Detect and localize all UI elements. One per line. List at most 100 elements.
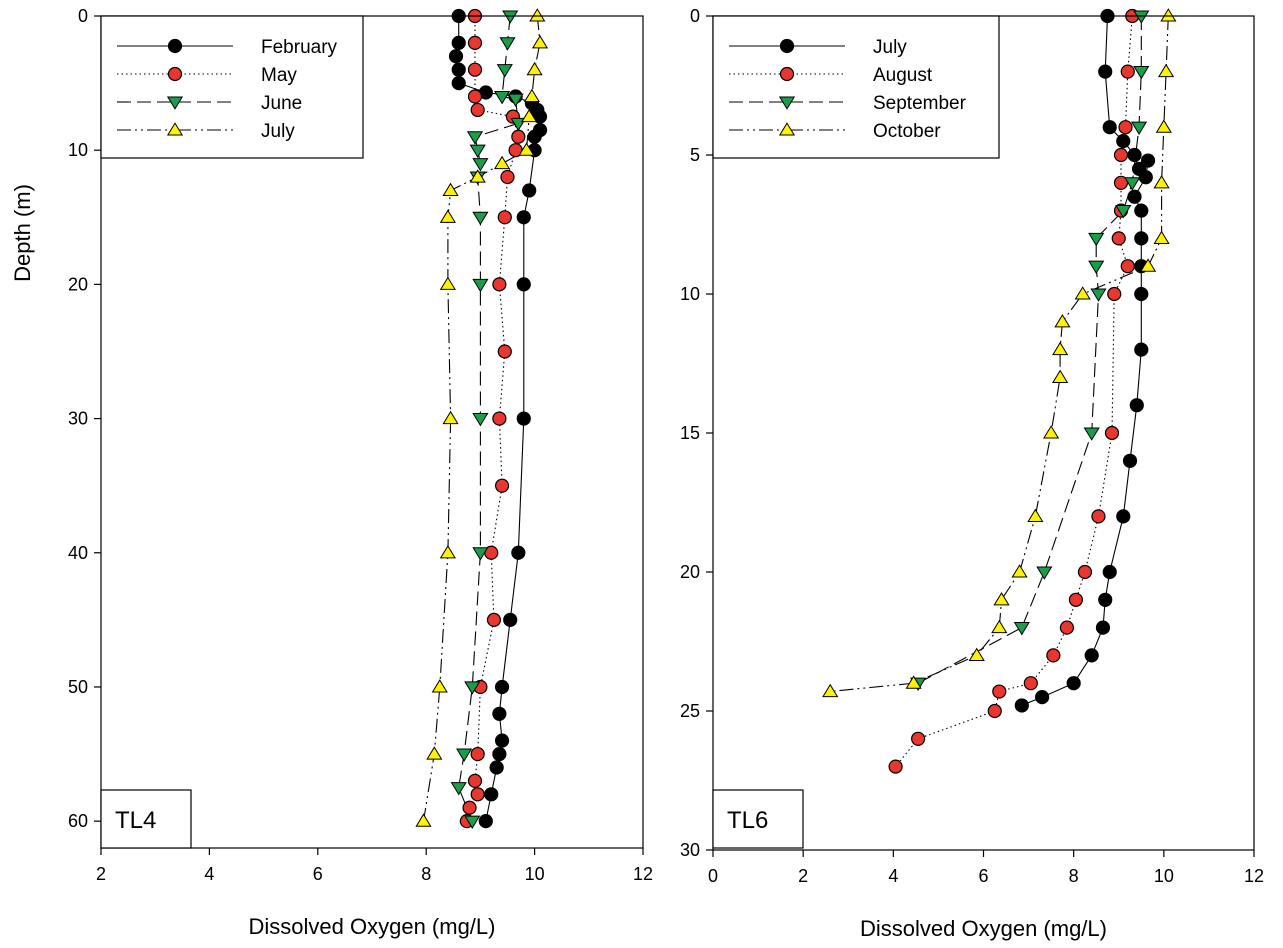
tl4-may-point (467, 35, 483, 50)
tl4-february-point (494, 679, 510, 695)
tl6-september-point (1133, 10, 1150, 24)
y-tick-label: 60 (68, 811, 88, 831)
tl6-august-point (1113, 147, 1129, 163)
tl6-august-point (1104, 425, 1120, 441)
tl6-july-point (1098, 64, 1113, 79)
x-tick-label: 8 (421, 864, 431, 884)
legend-tl4: February May June July (100, 15, 364, 159)
tl6-october-point (1052, 341, 1069, 356)
y-axis-title: Depth (m) (10, 184, 35, 282)
tl6-july-point (1140, 153, 1156, 168)
tl4-may-point (470, 102, 485, 118)
plot-frame (100, 15, 644, 849)
legend-marker (166, 122, 184, 136)
tl4-july-point (442, 410, 459, 425)
tl6-september-point (1124, 177, 1141, 191)
legend-entry-october: October (873, 121, 941, 142)
x-tick-label: 8 (1069, 866, 1079, 886)
legend-entry-july: July (873, 37, 907, 58)
x-tick-label: 0 (708, 866, 718, 886)
tl4-june-point (472, 547, 489, 561)
tl6-august-point (1091, 509, 1106, 524)
y-tick-label: 50 (68, 677, 88, 697)
tl4-february-point (527, 129, 542, 144)
legend-marker (167, 38, 183, 54)
tl4-july-point (469, 169, 486, 183)
tl4-july-point (439, 276, 456, 290)
y-tick-label: 20 (680, 562, 700, 582)
tl4-june-point (472, 158, 489, 172)
tl4-may-point (467, 773, 483, 789)
tl4-july-point (426, 746, 443, 760)
tl4-june-point (472, 278, 489, 293)
tl6-august-point (1046, 648, 1061, 663)
tl6-october-point (1074, 286, 1091, 300)
tl4-may-point (467, 62, 483, 77)
x-tick-label: 10 (525, 864, 545, 884)
tl4-may-point (494, 478, 510, 493)
y-tick-label: 5 (690, 145, 700, 165)
tl6-august-point (1120, 259, 1135, 274)
x-axis-title: Dissolved Oxygen (mg/L) (860, 916, 1107, 941)
y-tick-label: 25 (680, 701, 700, 721)
tl6-august-point (987, 703, 1002, 719)
tl6-august-point (992, 684, 1007, 699)
y-tick-label: 10 (68, 140, 88, 160)
x-tick-label: 2 (798, 866, 808, 886)
legend-entry-june: June (261, 93, 302, 114)
tl4-june-point (507, 93, 524, 108)
tl6-july-point (1084, 648, 1099, 663)
tl4-february-point (484, 787, 499, 802)
tl6-september-point (1130, 121, 1148, 136)
tl6-august-point (1107, 286, 1122, 302)
tl4-july-point (518, 142, 535, 156)
panel-label-box (712, 789, 804, 849)
tl6-series-line-october (830, 15, 1169, 693)
tl4-july-point (521, 108, 538, 123)
tl4-february-point (451, 62, 466, 77)
legend-marker (779, 66, 795, 82)
tl4-june-point (456, 748, 473, 762)
tl6-july-point (1129, 398, 1144, 413)
tl4-may-point (511, 129, 526, 144)
tl4-july-point (442, 182, 459, 196)
tl6-september-point (1133, 66, 1150, 80)
tl4-july-point (531, 35, 549, 49)
tl6-october-point (1052, 369, 1069, 383)
tl4-july-point (529, 8, 546, 22)
tl4-july-point (439, 209, 456, 223)
tl6-october-point (968, 647, 985, 661)
tl6-august-point (1077, 564, 1093, 580)
tl6-september-point (1088, 232, 1105, 247)
tl4-february-point (478, 814, 493, 829)
tl4-may-point (467, 89, 483, 104)
tl6-july-point (1127, 189, 1142, 204)
x-tick-label: 12 (1244, 866, 1264, 886)
y-tick-label: 40 (68, 543, 88, 563)
tl6-august-point (1059, 620, 1075, 635)
tl6-september-point (1088, 260, 1105, 275)
panel-label-box (100, 789, 192, 849)
tl6-september-point (1036, 566, 1053, 580)
tl6-july-point (1134, 286, 1149, 302)
tl4-february-point (451, 75, 466, 91)
legend-entry-may: May (261, 65, 297, 86)
tl4-june-point (472, 413, 489, 427)
tl4-june-point (469, 144, 486, 158)
tl6-october-point (991, 619, 1008, 634)
tl4-february-point (448, 49, 464, 64)
tl6-august-point (1023, 676, 1038, 691)
tl4-may-point (462, 800, 477, 815)
tl6-july-point (1014, 698, 1029, 713)
tl4-february-point (451, 35, 466, 50)
tl6-october-point (1157, 63, 1175, 78)
tl4-may-point (470, 746, 485, 762)
tl4-july-point (415, 813, 432, 827)
tl4-february-point (492, 706, 507, 721)
tl6-series-line-september (917, 16, 1142, 684)
tl6-july-point (1134, 203, 1149, 218)
tl6-july-point (1134, 342, 1149, 357)
y-tick-label: 30 (680, 840, 700, 860)
tl4-series-line-may (466, 16, 519, 822)
